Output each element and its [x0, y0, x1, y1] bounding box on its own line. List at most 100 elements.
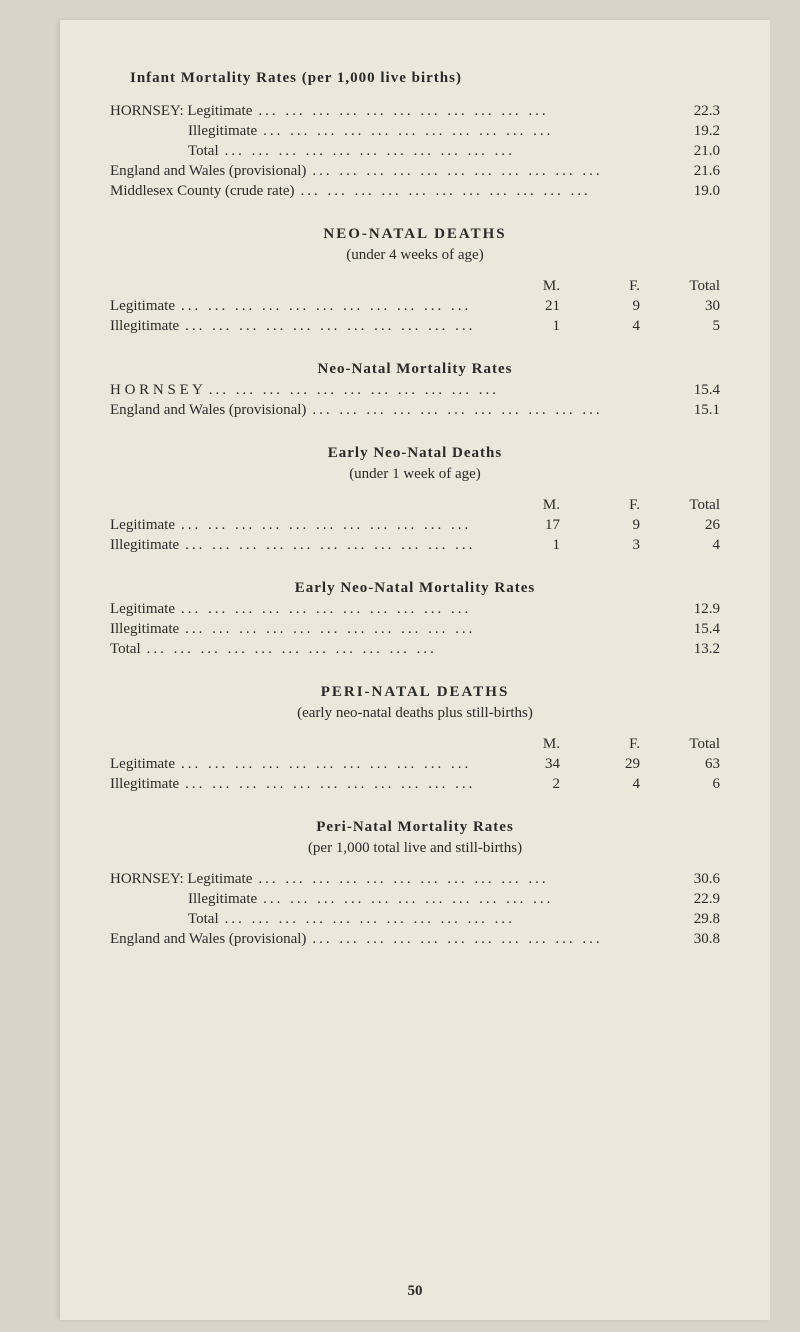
section-subtitle-peri-rates: (per 1,000 total live and still-births) [110, 840, 720, 857]
column-header: M. [480, 736, 560, 753]
table-row: Illegitimate... ... ... ... ... ... ... … [110, 537, 720, 554]
cell-value: 63 [640, 756, 720, 773]
leader-dots: ... ... ... ... ... ... ... ... ... ... … [175, 601, 664, 618]
table-row: England and Wales (provisional)... ... .… [110, 402, 720, 419]
cell-value: 6 [640, 776, 720, 793]
leader-dots: ... ... ... ... ... ... ... ... ... ... … [203, 382, 664, 399]
leader-dots: ... ... ... ... ... ... ... ... ... ... … [179, 776, 480, 793]
column-header: Total [640, 278, 720, 295]
table-row: Legitimate... ... ... ... ... ... ... ..… [110, 756, 720, 773]
table-row: Total... ... ... ... ... ... ... ... ...… [110, 911, 720, 928]
cell-value: 4 [640, 537, 720, 554]
neo-rates-table: H O R N S E Y... ... ... ... ... ... ...… [110, 382, 720, 419]
table-row: England and Wales (provisional)... ... .… [110, 163, 720, 180]
section-subtitle-neo-deaths: (under 4 weeks of age) [110, 247, 720, 264]
table-row: Illegitimate... ... ... ... ... ... ... … [110, 621, 720, 638]
column-header-row: M.F.Total [110, 497, 720, 514]
section-title-neo-deaths: NEO-NATAL DEATHS [110, 226, 720, 243]
table-row: HORNSEY: Legitimate... ... ... ... ... .… [110, 103, 720, 120]
table-row: England and Wales (provisional)... ... .… [110, 931, 720, 948]
early-deaths-table: M.F.Total Legitimate... ... ... ... ... .… [110, 497, 720, 554]
leader-dots: ... ... ... ... ... ... ... ... ... ... … [179, 537, 480, 554]
row-label: HORNSEY: Legitimate [110, 871, 252, 888]
column-header: M. [480, 278, 560, 295]
table-row: Illegitimate... ... ... ... ... ... ... … [110, 123, 720, 140]
neo-deaths-table: M.F.Total Legitimate... ... ... ... ... .… [110, 278, 720, 335]
section-title-peri-rates: Peri-Natal Mortality Rates [110, 819, 720, 836]
row-value: 15.4 [664, 382, 720, 399]
row-label: Total [188, 143, 219, 160]
leader-dots: ... ... ... ... ... ... ... ... ... ... … [219, 911, 664, 928]
table-row: Total... ... ... ... ... ... ... ... ...… [110, 641, 720, 658]
row-value: 19.2 [664, 123, 720, 140]
row-label: Legitimate [110, 601, 175, 618]
peri-deaths-table: M.F.Total Legitimate... ... ... ... ... .… [110, 736, 720, 793]
row-label: Illegitimate [188, 123, 257, 140]
document-page: Infant Mortality Rates (per 1,000 live b… [60, 20, 770, 1320]
cell-value: 2 [480, 776, 560, 793]
row-value: 22.3 [664, 103, 720, 120]
column-header: M. [480, 497, 560, 514]
table-row: Legitimate... ... ... ... ... ... ... ..… [110, 298, 720, 315]
row-label: Illegitimate [110, 621, 179, 638]
peri-rates-table: HORNSEY: Legitimate... ... ... ... ... .… [110, 871, 720, 948]
cell-value: 17 [480, 517, 560, 534]
row-label: HORNSEY: Legitimate [110, 103, 252, 120]
leader-dots: ... ... ... ... ... ... ... ... ... ... … [306, 163, 664, 180]
cell-value: 26 [640, 517, 720, 534]
column-header-row: M.F.Total [110, 736, 720, 753]
column-header: F. [560, 278, 640, 295]
leader-dots: ... ... ... ... ... ... ... ... ... ... … [175, 517, 480, 534]
leader-dots: ... ... ... ... ... ... ... ... ... ... … [257, 891, 664, 908]
row-label: H O R N S E Y [110, 382, 203, 399]
row-value: 30.8 [664, 931, 720, 948]
row-label: Legitimate [110, 756, 175, 773]
cell-value: 4 [560, 776, 640, 793]
row-value: 21.0 [664, 143, 720, 160]
leader-dots: ... ... ... ... ... ... ... ... ... ... … [252, 103, 664, 120]
leader-dots: ... ... ... ... ... ... ... ... ... ... … [306, 402, 664, 419]
row-value: 29.8 [664, 911, 720, 928]
table-row: Total... ... ... ... ... ... ... ... ...… [110, 143, 720, 160]
row-value: 12.9 [664, 601, 720, 618]
leader-dots: ... ... ... ... ... ... ... ... ... ... … [219, 143, 664, 160]
cell-value: 30 [640, 298, 720, 315]
table-row: Legitimate... ... ... ... ... ... ... ..… [110, 517, 720, 534]
cell-value: 5 [640, 318, 720, 335]
section-subtitle-peri-deaths: (early neo-natal deaths plus still-birth… [110, 705, 720, 722]
table-row: HORNSEY: Legitimate... ... ... ... ... .… [110, 871, 720, 888]
imr-table: HORNSEY: Legitimate... ... ... ... ... .… [110, 103, 720, 200]
row-label: Total [188, 911, 219, 928]
table-row: Middlesex County (crude rate)... ... ...… [110, 183, 720, 200]
section-title-early-rates: Early Neo-Natal Mortality Rates [110, 580, 720, 597]
cell-value: 1 [480, 537, 560, 554]
leader-dots: ... ... ... ... ... ... ... ... ... ... … [179, 621, 664, 638]
row-label: Illegitimate [110, 776, 179, 793]
cell-value: 9 [560, 517, 640, 534]
cell-value: 9 [560, 298, 640, 315]
early-rates-table: Legitimate... ... ... ... ... ... ... ..… [110, 601, 720, 658]
cell-value: 34 [480, 756, 560, 773]
row-value: 15.4 [664, 621, 720, 638]
section-title-neo-rates: Neo-Natal Mortality Rates [110, 361, 720, 378]
row-value: 22.9 [664, 891, 720, 908]
column-header-row: M.F.Total [110, 278, 720, 295]
table-row: Legitimate... ... ... ... ... ... ... ..… [110, 601, 720, 618]
table-row: Illegitimate... ... ... ... ... ... ... … [110, 318, 720, 335]
leader-dots: ... ... ... ... ... ... ... ... ... ... … [141, 641, 664, 658]
cell-value: 1 [480, 318, 560, 335]
row-label: England and Wales (provisional) [110, 931, 306, 948]
row-label: Illegitimate [110, 318, 179, 335]
section-title-early-deaths: Early Neo-Natal Deaths [110, 445, 720, 462]
cell-value: 21 [480, 298, 560, 315]
row-label: England and Wales (provisional) [110, 402, 306, 419]
row-label: Legitimate [110, 298, 175, 315]
table-row: H O R N S E Y... ... ... ... ... ... ...… [110, 382, 720, 399]
cell-value: 3 [560, 537, 640, 554]
leader-dots: ... ... ... ... ... ... ... ... ... ... … [252, 871, 664, 888]
section-subtitle-early-deaths: (under 1 week of age) [110, 466, 720, 483]
column-header: Total [640, 497, 720, 514]
table-row: Illegitimate... ... ... ... ... ... ... … [110, 776, 720, 793]
row-label: Legitimate [110, 517, 175, 534]
row-value: 15.1 [664, 402, 720, 419]
